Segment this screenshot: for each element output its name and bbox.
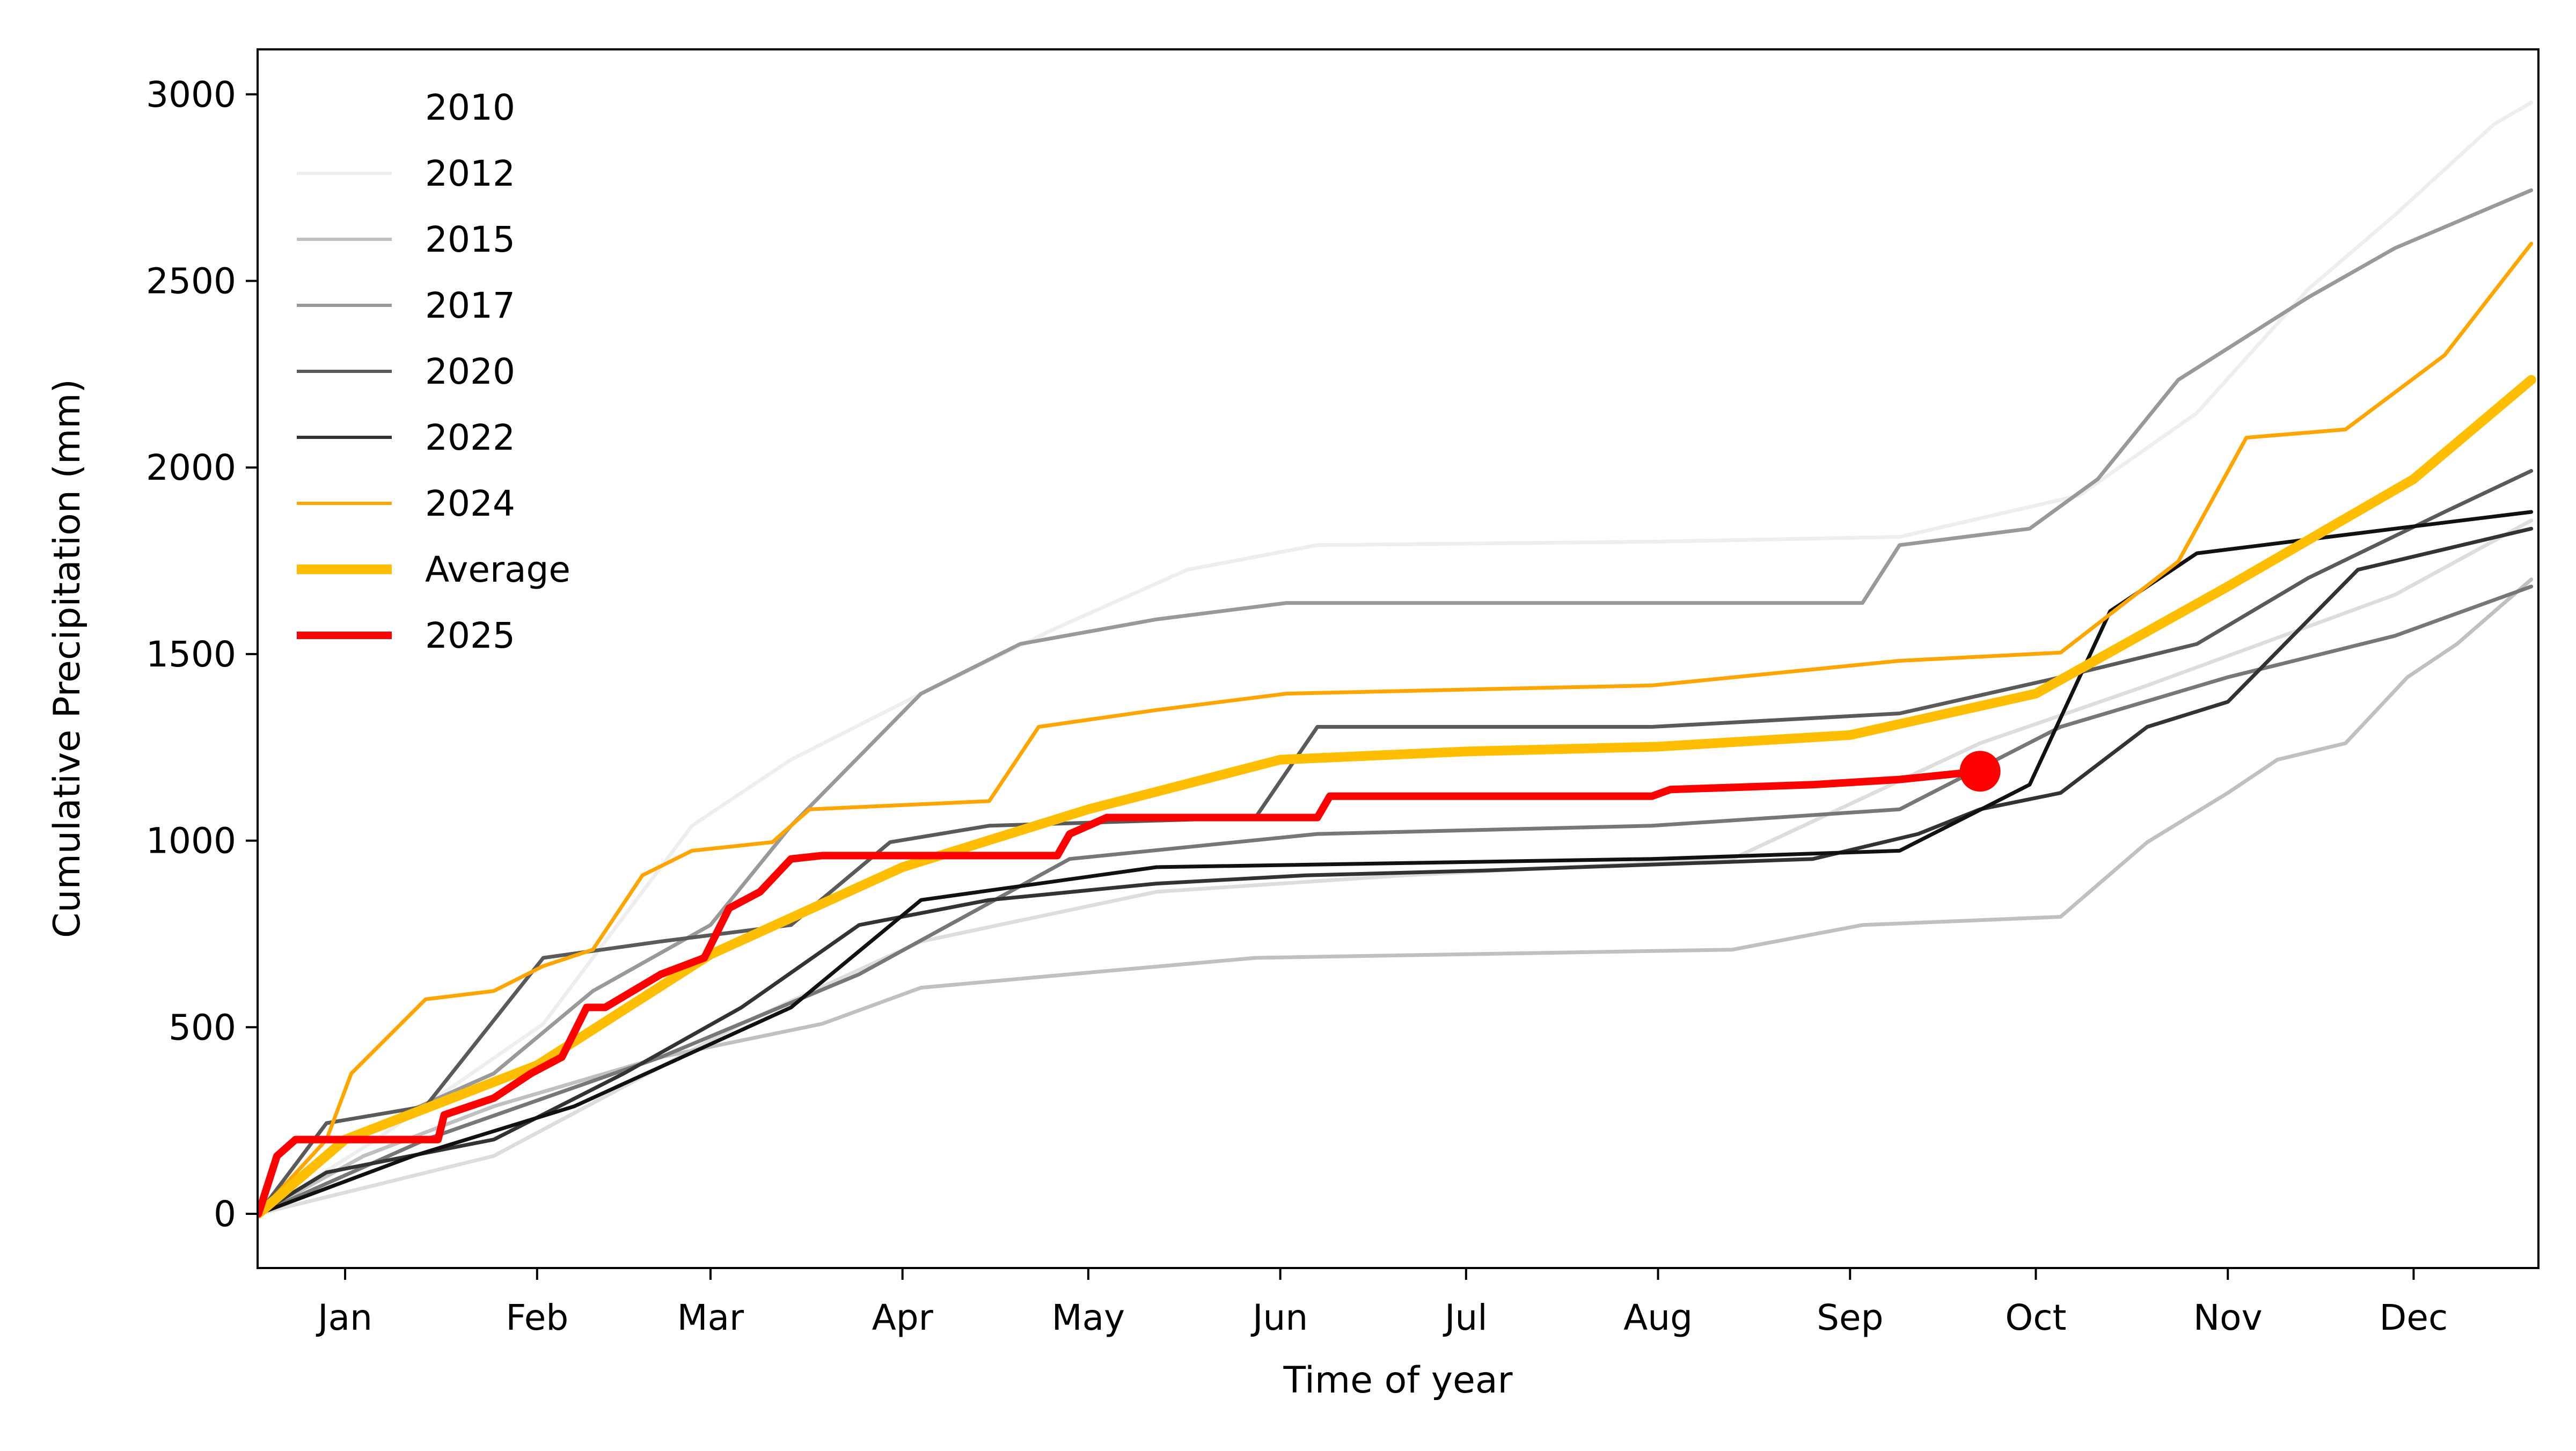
legend-item-2024: 2024 (297, 483, 515, 524)
legend-item-2025: 2025 (297, 615, 515, 656)
series-line-2012 (258, 100, 2534, 1216)
x-tick-label: Aug (1623, 1297, 1693, 1338)
series-line-2020 (258, 469, 2534, 1216)
x-axis-ticks: Jan Feb Mar Apr May Jun Jul Aug Sep Oct Nov Dec (316, 1268, 2448, 1338)
legend-item-2012: 2012 (297, 153, 515, 194)
series-lines (258, 100, 2536, 1219)
y-tick-label: 1000 (146, 820, 236, 862)
legend-label: 2012 (425, 153, 515, 194)
legend-label: 2017 (425, 285, 515, 326)
plot-frame (257, 48, 2540, 1269)
x-tick-label: Dec (2380, 1297, 2448, 1338)
legend-item-2020: 2020 (297, 351, 515, 392)
x-tick-label: Jul (1443, 1297, 1488, 1338)
legend-label: 2015 (425, 219, 515, 260)
legend: 2010 2012 2015 2017 2020 2022 2024 Average 2025 (297, 87, 570, 656)
x-tick-label: Sep (1817, 1297, 1883, 1338)
legend-label: 2020 (425, 351, 515, 392)
series-line-2017 (258, 188, 2534, 1216)
y-tick-label: 2500 (146, 261, 236, 302)
series-line-unlabeled-8 (258, 510, 2534, 1216)
y-axis-label: Cumulative Precipitation (mm) (46, 379, 89, 938)
legend-label: 2025 (425, 615, 515, 656)
legend-item-2010: 2010 (297, 87, 515, 128)
x-axis-label: Time of year (1283, 1359, 1513, 1402)
legend-label: 2010 (425, 87, 515, 128)
x-tick-label: Oct (2005, 1297, 2066, 1338)
x-tick-label: Apr (872, 1297, 934, 1338)
series-line-2024 (258, 241, 2534, 1216)
legend-label: 2024 (425, 483, 515, 524)
y-tick-label: 2000 (146, 447, 236, 488)
x-tick-label: Jan (316, 1297, 372, 1338)
legend-label: 2022 (425, 417, 515, 458)
series-line-2015 (258, 577, 2534, 1216)
series-line-2022 (258, 526, 2534, 1216)
legend-item-average: Average (297, 549, 570, 590)
legend-item-2015: 2015 (297, 219, 515, 260)
legend-item-2022: 2022 (297, 417, 515, 458)
y-axis-ticks: 0 500 1000 1500 2000 2500 3000 (146, 74, 258, 1235)
latest-value-marker (1959, 751, 2001, 792)
y-tick-label: 3000 (146, 74, 236, 115)
x-tick-label: May (1052, 1297, 1125, 1338)
y-tick-label: 1500 (146, 634, 236, 675)
legend-item-2017: 2017 (297, 285, 515, 326)
series-line-2025 (258, 767, 1984, 1218)
y-tick-label: 0 (214, 1193, 236, 1235)
x-tick-label: Nov (2193, 1297, 2263, 1338)
legend-label: Average (425, 549, 570, 590)
x-tick-label: Mar (677, 1297, 744, 1338)
y-tick-label: 500 (169, 1007, 236, 1048)
x-tick-label: Feb (506, 1297, 568, 1338)
x-tick-label: Jun (1250, 1297, 1308, 1338)
series-line-unlabeled-5 (258, 584, 2534, 1216)
series-line-unlabeled-2 (258, 518, 2534, 1216)
